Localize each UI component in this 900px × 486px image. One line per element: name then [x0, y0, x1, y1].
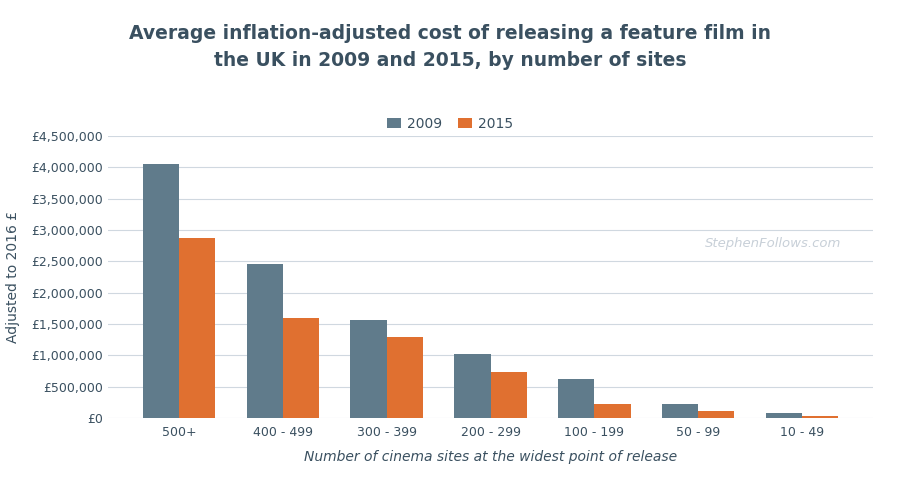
- Bar: [491, 372, 526, 418]
- Y-axis label: Adjusted to 2016 £: Adjusted to 2016 £: [6, 211, 21, 343]
- Bar: [179, 238, 215, 418]
- Bar: [454, 354, 490, 418]
- Bar: [350, 320, 387, 418]
- Bar: [283, 318, 320, 418]
- Bar: [594, 404, 631, 418]
- Bar: [698, 411, 734, 418]
- Bar: [387, 337, 423, 418]
- Bar: [247, 264, 283, 418]
- Bar: [558, 379, 594, 418]
- Legend: 2009, 2015: 2009, 2015: [382, 111, 518, 137]
- X-axis label: Number of cinema sites at the widest point of release: Number of cinema sites at the widest poi…: [304, 451, 677, 465]
- Bar: [143, 164, 179, 418]
- Bar: [802, 416, 838, 418]
- Bar: [662, 403, 698, 418]
- Text: Average inflation-adjusted cost of releasing a feature film in
the UK in 2009 an: Average inflation-adjusted cost of relea…: [129, 24, 771, 70]
- Bar: [766, 413, 802, 418]
- Text: StephenFollows.com: StephenFollows.com: [705, 237, 842, 250]
